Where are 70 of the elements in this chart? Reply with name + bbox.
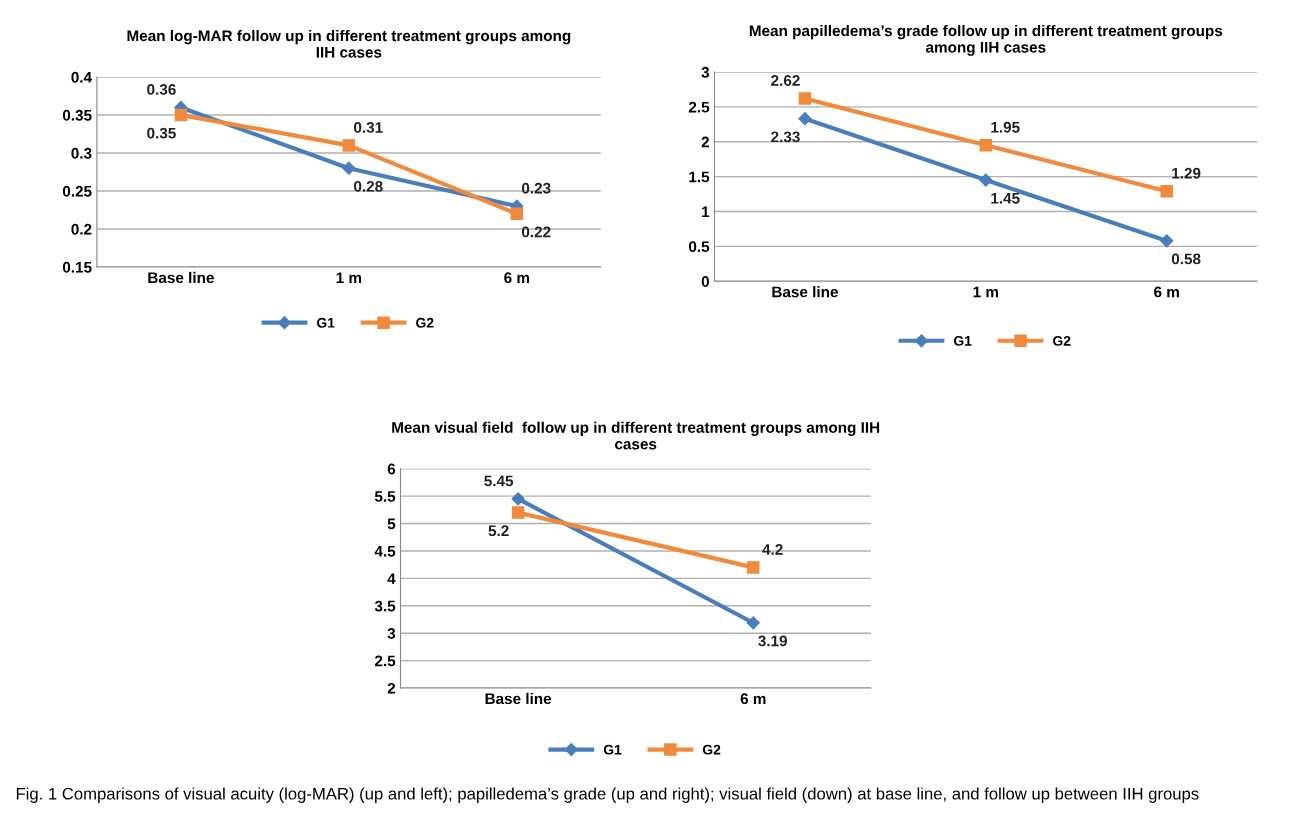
y-tick-label: 1 xyxy=(702,206,710,218)
point xyxy=(798,112,812,126)
point xyxy=(746,616,760,630)
y-tick-label: 3.5 xyxy=(374,600,396,612)
point xyxy=(510,207,524,221)
legend-label: G2 xyxy=(416,317,434,328)
chart-title: Mean log-MAR follow up in different treatment groups among IIH cases xyxy=(127,29,571,58)
y-tick-label: 3 xyxy=(387,628,396,639)
y-tick-label: 0.2 xyxy=(71,223,92,235)
y-tick-label: 2 xyxy=(701,136,709,148)
y-tick-label: 0.4 xyxy=(71,71,92,83)
data-label: 0.22 xyxy=(521,226,551,238)
y-tick-label: 0.3 xyxy=(71,147,92,159)
y-tick-label: 5 xyxy=(387,518,396,530)
data-label: 1.95 xyxy=(991,121,1020,133)
data-label: 2.33 xyxy=(771,131,800,143)
x-tick-label: Base line xyxy=(148,271,214,284)
point xyxy=(746,561,760,574)
legend-label: G1 xyxy=(953,335,972,346)
y-tick-label: 2.5 xyxy=(374,655,396,667)
point xyxy=(979,138,993,152)
y-tick-label: 6 xyxy=(387,463,396,475)
point xyxy=(342,161,356,175)
x-tick-label: 1 m xyxy=(973,286,999,298)
y-tick-label: 0.15 xyxy=(62,261,92,273)
data-label: 1.45 xyxy=(991,192,1020,204)
point xyxy=(798,92,812,105)
y-tick-label: 0.25 xyxy=(62,185,92,197)
data-label: 0.58 xyxy=(1171,253,1201,265)
point xyxy=(979,173,993,187)
point xyxy=(174,108,188,122)
caption: Fig. 1 Comparisons of visual acuity (log-MAR) (up and left); papilledema’s grade (up and right); visual field (down) at base line, and follow up between IIH groups xyxy=(16,787,1199,803)
y-tick-label: 2 xyxy=(387,682,396,694)
legend-label: G1 xyxy=(603,744,622,755)
chart-title: Mean visual field follow up in different treatment groups among IIH cases xyxy=(392,421,880,450)
data-label: 3.19 xyxy=(758,635,787,647)
x-tick-label: 6 m xyxy=(1154,286,1179,298)
point xyxy=(342,139,356,152)
x-tick-label: 6 m xyxy=(740,693,766,705)
y-tick-label: 4.5 xyxy=(374,545,396,557)
chart-title: Mean papilledema’s grade follow up in different treatment groups among IIH cases xyxy=(749,24,1223,56)
point xyxy=(511,492,525,506)
x-tick-label: Base line xyxy=(772,286,838,298)
x-tick-label: Base line xyxy=(485,692,552,705)
y-tick-label: 0.5 xyxy=(688,241,710,253)
x-tick-label: 1 m xyxy=(336,272,362,283)
y-tick-label: 0.35 xyxy=(62,109,92,121)
y-tick-label: 3 xyxy=(701,66,710,78)
y-tick-label: 0 xyxy=(701,276,709,287)
legend-label: G2 xyxy=(1053,335,1071,346)
point xyxy=(511,506,525,519)
x-tick-label: 6 m xyxy=(504,272,530,284)
y-tick-label: 4 xyxy=(387,573,396,584)
point xyxy=(1160,234,1174,248)
data-label: 0.28 xyxy=(354,180,383,192)
data-label: 4.2 xyxy=(762,544,783,555)
y-tick-label: 2.5 xyxy=(688,101,710,113)
y-tick-label: 1.5 xyxy=(689,171,710,183)
legend-label: G2 xyxy=(702,744,721,755)
data-label: 5.45 xyxy=(484,475,514,487)
data-label: 1.29 xyxy=(1172,167,1201,179)
y-tick-label: 5.5 xyxy=(374,491,396,502)
data-label: 2.62 xyxy=(771,75,800,86)
data-label: 5.2 xyxy=(488,525,509,537)
point xyxy=(1160,185,1173,198)
data-label: 0.35 xyxy=(147,127,176,139)
data-label: 0.36 xyxy=(147,84,176,95)
data-label: 0.31 xyxy=(354,122,383,133)
legend-label: G1 xyxy=(317,317,335,328)
data-label: 0.23 xyxy=(521,182,551,194)
